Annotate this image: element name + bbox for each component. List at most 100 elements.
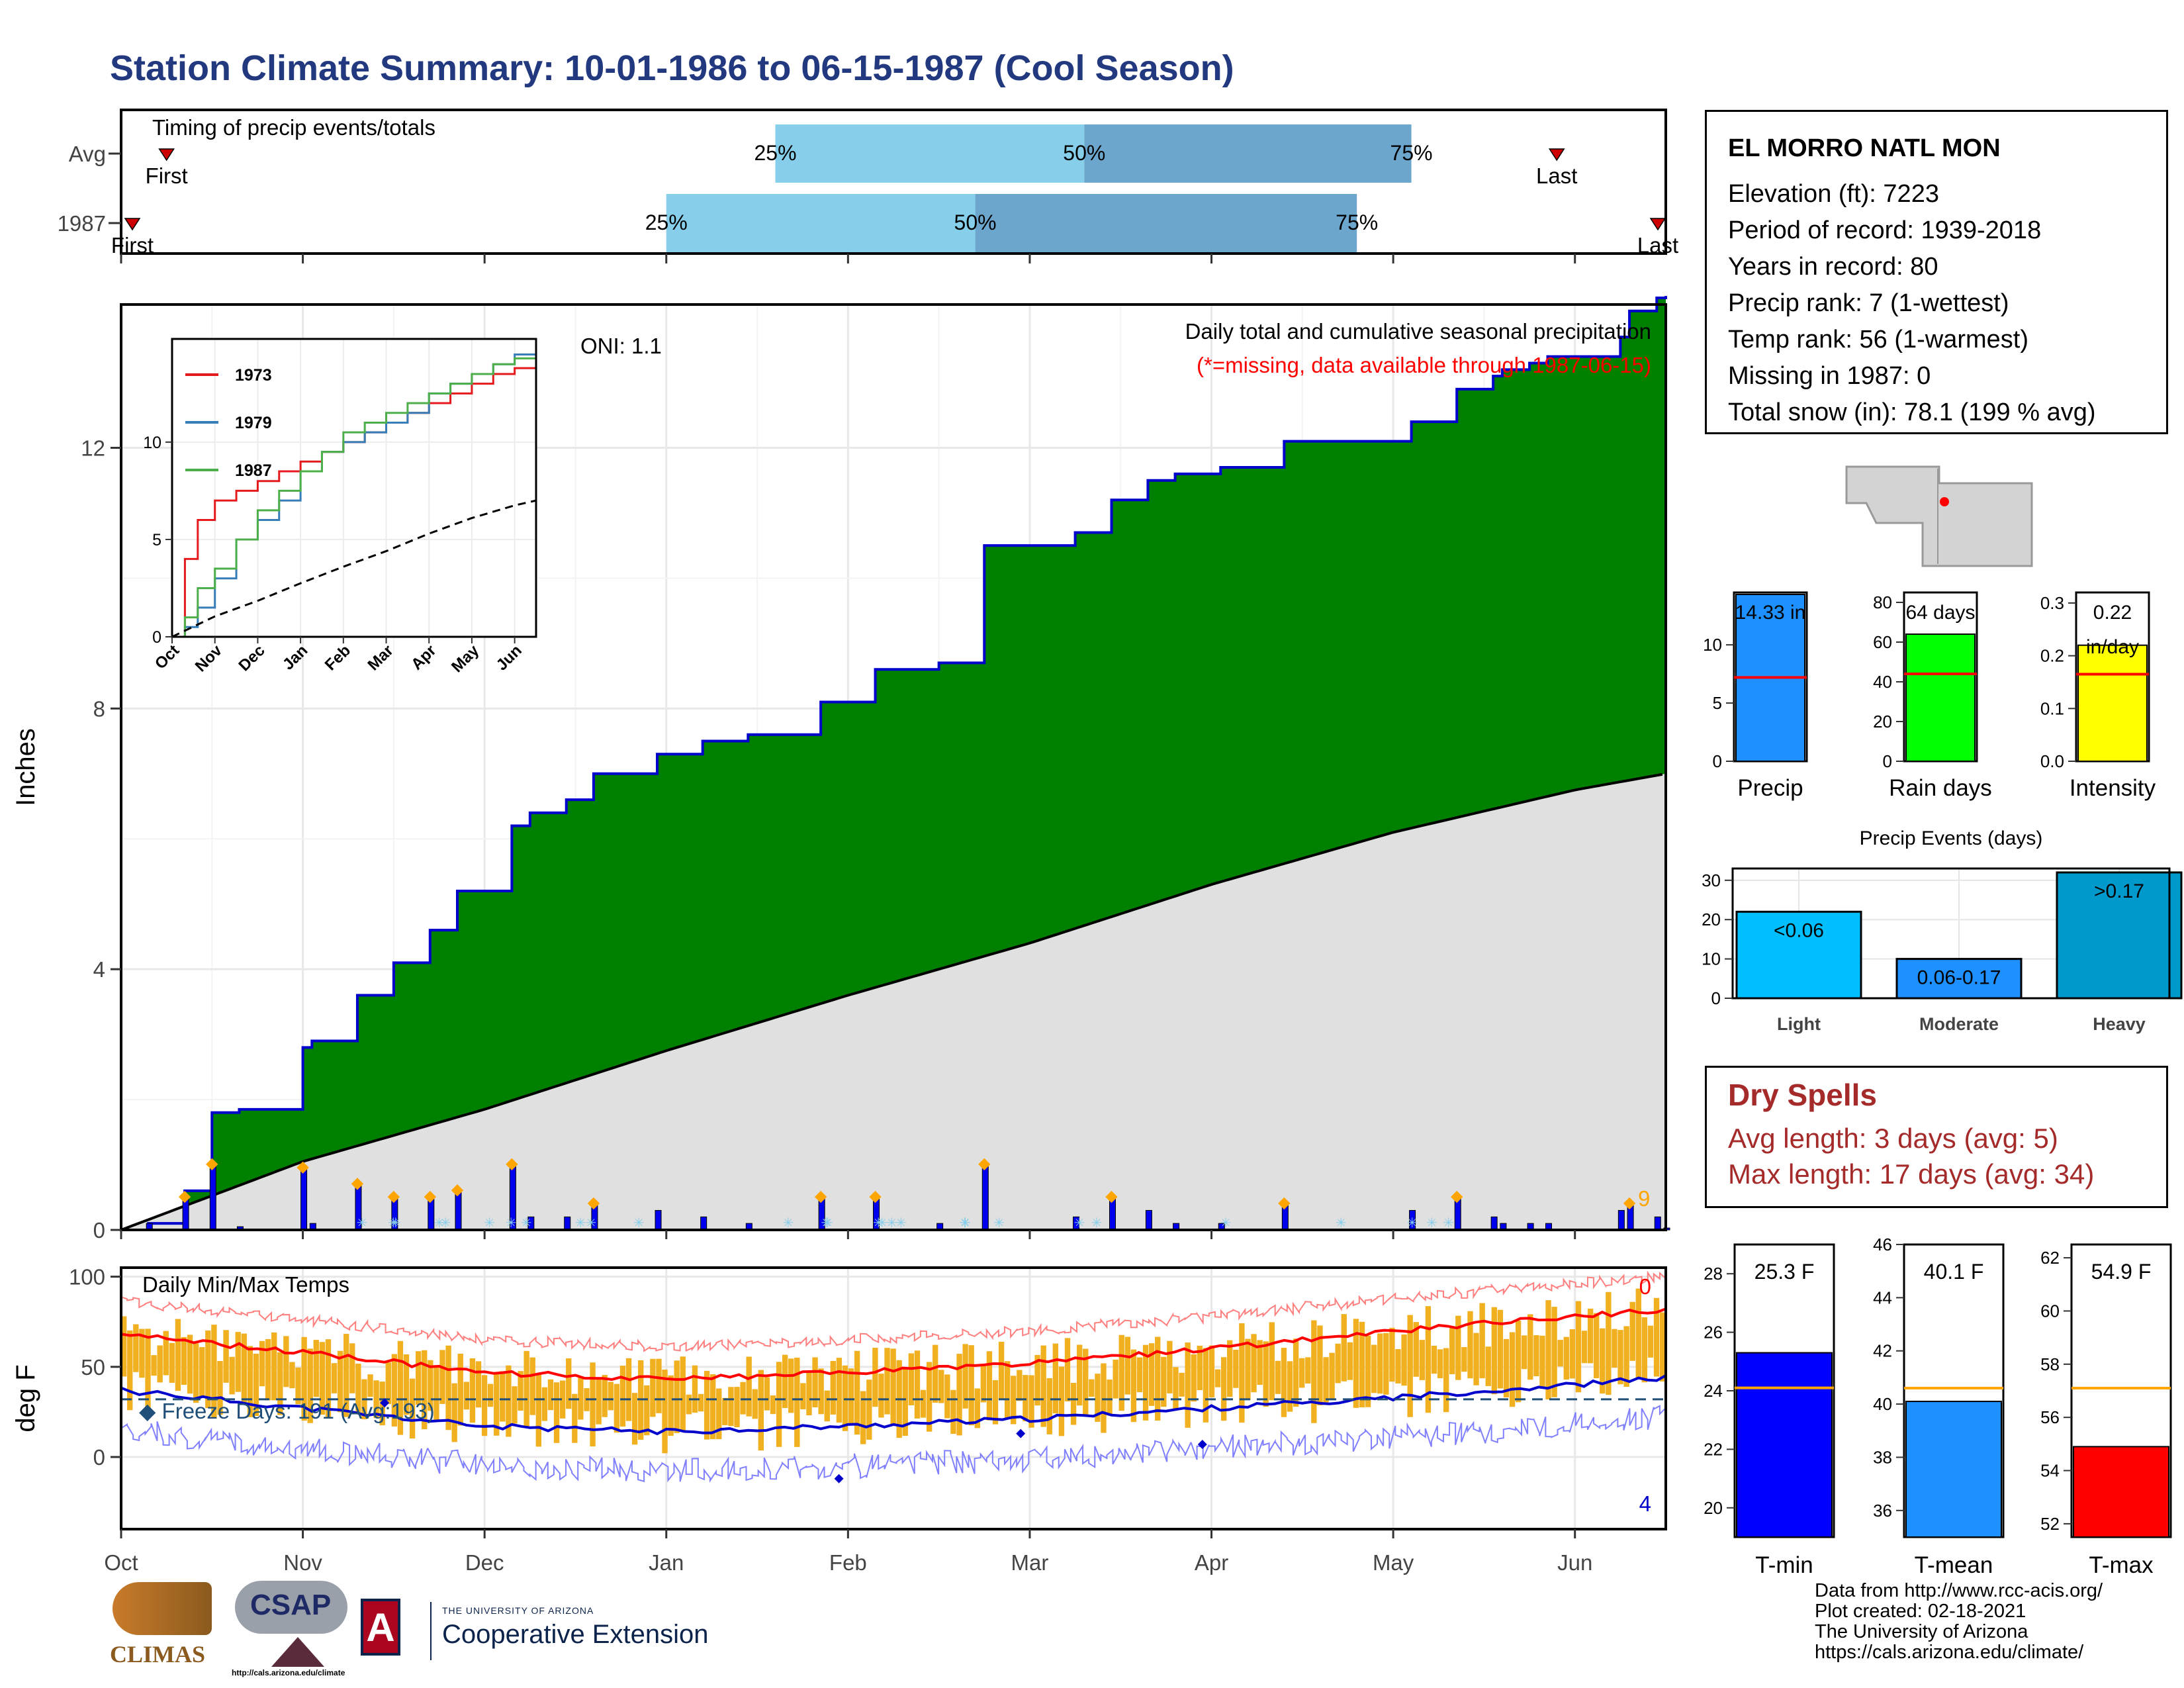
- daily-temp-bar: [1101, 1363, 1107, 1433]
- daily-temp-bar: [547, 1379, 554, 1411]
- csap-cloud-icon: [235, 1581, 347, 1634]
- temp-bar-value-label: 25.3 F: [1754, 1260, 1815, 1284]
- daily-temp-bar: [535, 1374, 541, 1447]
- daily-temp-bar: [704, 1370, 710, 1440]
- timing-q50-q75-bar: [975, 194, 1357, 252]
- daily-temp-bar: [1046, 1378, 1052, 1434]
- daily-temp-bar: [205, 1330, 211, 1409]
- mini-bar-tick-label: 0.2: [2040, 646, 2064, 666]
- heavy-precip-marker: [1105, 1190, 1118, 1203]
- last-event-marker: [1649, 218, 1666, 231]
- inset-y-tick-label: 5: [152, 531, 161, 549]
- daily-temp-bar: [668, 1375, 674, 1436]
- mini-bar-category-label: Intensity: [2070, 775, 2156, 801]
- daily-temp-bar: [776, 1362, 782, 1447]
- daily-temp-bar: [578, 1378, 584, 1420]
- daily-precip-bar: [182, 1197, 189, 1231]
- station-precip-rank: Precip rank: 7 (1-wettest): [1728, 289, 2009, 317]
- temp-bar-category-label: T-max: [2089, 1552, 2154, 1578]
- daily-temp-bar: [1641, 1317, 1648, 1383]
- daily-temp-bar: [367, 1374, 373, 1397]
- daily-precip-bar: [564, 1216, 571, 1231]
- mini-bar-tick-label: 5: [1713, 693, 1722, 713]
- daily-temp-bar: [1401, 1334, 1407, 1386]
- daily-temp-bar: [854, 1350, 860, 1435]
- daily-temp-bar: [1287, 1361, 1293, 1412]
- daily-temp-bar: [1275, 1360, 1281, 1394]
- daily-temp-bar: [770, 1395, 776, 1415]
- daily-temp-bar: [319, 1342, 326, 1415]
- timing-q25-q50-bar: [666, 194, 976, 252]
- daily-temp-bar: [169, 1342, 175, 1383]
- csap-logo: CSAP http://cals.arizona.edu/climate: [232, 1581, 351, 1680]
- inset-y-tick-label: 10: [143, 434, 161, 452]
- temp-bar-tick-label: 28: [1704, 1264, 1723, 1284]
- daily-temp-bar: [1527, 1314, 1533, 1380]
- daily-temp-bar: [812, 1357, 818, 1408]
- avg-max-temp-line: [120, 1307, 1666, 1382]
- daily-temp-bar: [986, 1351, 993, 1421]
- daily-temp-bar: [1455, 1315, 1461, 1380]
- snow-marker: ✳: [895, 1216, 907, 1231]
- page-title: Station Climate Summary: 10-01-1986 to 0…: [110, 48, 1234, 88]
- precip-y-tick-label: 0: [93, 1218, 105, 1243]
- event-bar-value-label: 0.06-0.17: [1917, 967, 2001, 989]
- daily-temp-bar: [1323, 1357, 1329, 1403]
- climas-logo: CLIMAS: [106, 1582, 218, 1675]
- daily-temp-bar: [752, 1389, 758, 1419]
- daily-temp-bar: [788, 1358, 794, 1413]
- timing-title: Timing of precip events/totals: [152, 115, 435, 140]
- record-temp-marker: [1016, 1429, 1026, 1438]
- footer-credits: Data from http://www.rcc-acis.org/ Plot …: [1815, 1581, 2103, 1663]
- daily-temp-bar: [1371, 1344, 1377, 1393]
- temp-bar-tick-label: 44: [1873, 1288, 1892, 1307]
- inset-legend-label: 1987: [235, 461, 272, 480]
- daily-temp-bar: [1185, 1342, 1191, 1428]
- daily-temp-bar: [1449, 1326, 1455, 1374]
- daily-temp-bar: [1377, 1333, 1383, 1394]
- daily-temp-bar: [139, 1329, 145, 1378]
- timing-row-label: Avg: [69, 142, 106, 166]
- month-x-tick-label: Jan: [649, 1550, 684, 1575]
- daily-temp-bar: [980, 1364, 987, 1403]
- daily-temp-bar: [608, 1382, 614, 1411]
- daily-temp-bar: [1076, 1344, 1083, 1406]
- daily-temp-bar: [692, 1365, 698, 1413]
- daily-temp-bar: [1581, 1331, 1588, 1364]
- daily-temp-bar: [631, 1393, 638, 1445]
- precip-y-axis-label: Inches: [11, 728, 40, 806]
- daily-temp-bar: [1647, 1325, 1654, 1358]
- daily-temp-bar: [512, 1386, 518, 1424]
- daily-temp-bar: [391, 1354, 398, 1427]
- daily-temp-bar: [211, 1325, 217, 1419]
- dry-spells-max: Max length: 17 days (avg: 34): [1728, 1158, 2095, 1190]
- daily-temp-bar: [1653, 1297, 1660, 1377]
- month-x-tick-label: Dec: [465, 1550, 504, 1575]
- daily-temp-bar: [157, 1345, 163, 1383]
- event-bar-category-label: Moderate: [1919, 1014, 1999, 1034]
- daily-temp-bar: [422, 1350, 428, 1430]
- heavy-precip-marker: [587, 1197, 600, 1210]
- daily-temp-bar: [782, 1354, 788, 1409]
- daily-temp-bar: [1479, 1303, 1485, 1379]
- daily-temp-bar: [656, 1358, 662, 1413]
- daily-temp-bar: [842, 1365, 848, 1431]
- daily-temp-bar: [337, 1350, 343, 1413]
- ua-extension-big: Cooperative Extension: [442, 1620, 709, 1649]
- daily-temp-bar: [662, 1369, 668, 1454]
- month-x-tick-label: Feb: [829, 1550, 867, 1575]
- station-years: Years in record: 80: [1728, 253, 1938, 281]
- daily-temp-bar: [1124, 1336, 1131, 1395]
- daily-temp-bar: [1467, 1311, 1473, 1379]
- heavy-precip-marker: [1451, 1190, 1463, 1203]
- station-location-dot: [1940, 497, 1949, 506]
- heavy-precip-marker: [506, 1158, 518, 1171]
- daily-temp-bar: [506, 1365, 512, 1437]
- daily-temp-bar: [1551, 1307, 1557, 1397]
- daily-temp-bar: [265, 1338, 271, 1401]
- month-x-tick-label: Nov: [283, 1550, 322, 1575]
- events-frame: [1731, 867, 2171, 1000]
- average-precip-area: [121, 773, 1666, 1230]
- daily-temp-bar: [1281, 1348, 1287, 1417]
- daily-temp-bar: [794, 1357, 800, 1447]
